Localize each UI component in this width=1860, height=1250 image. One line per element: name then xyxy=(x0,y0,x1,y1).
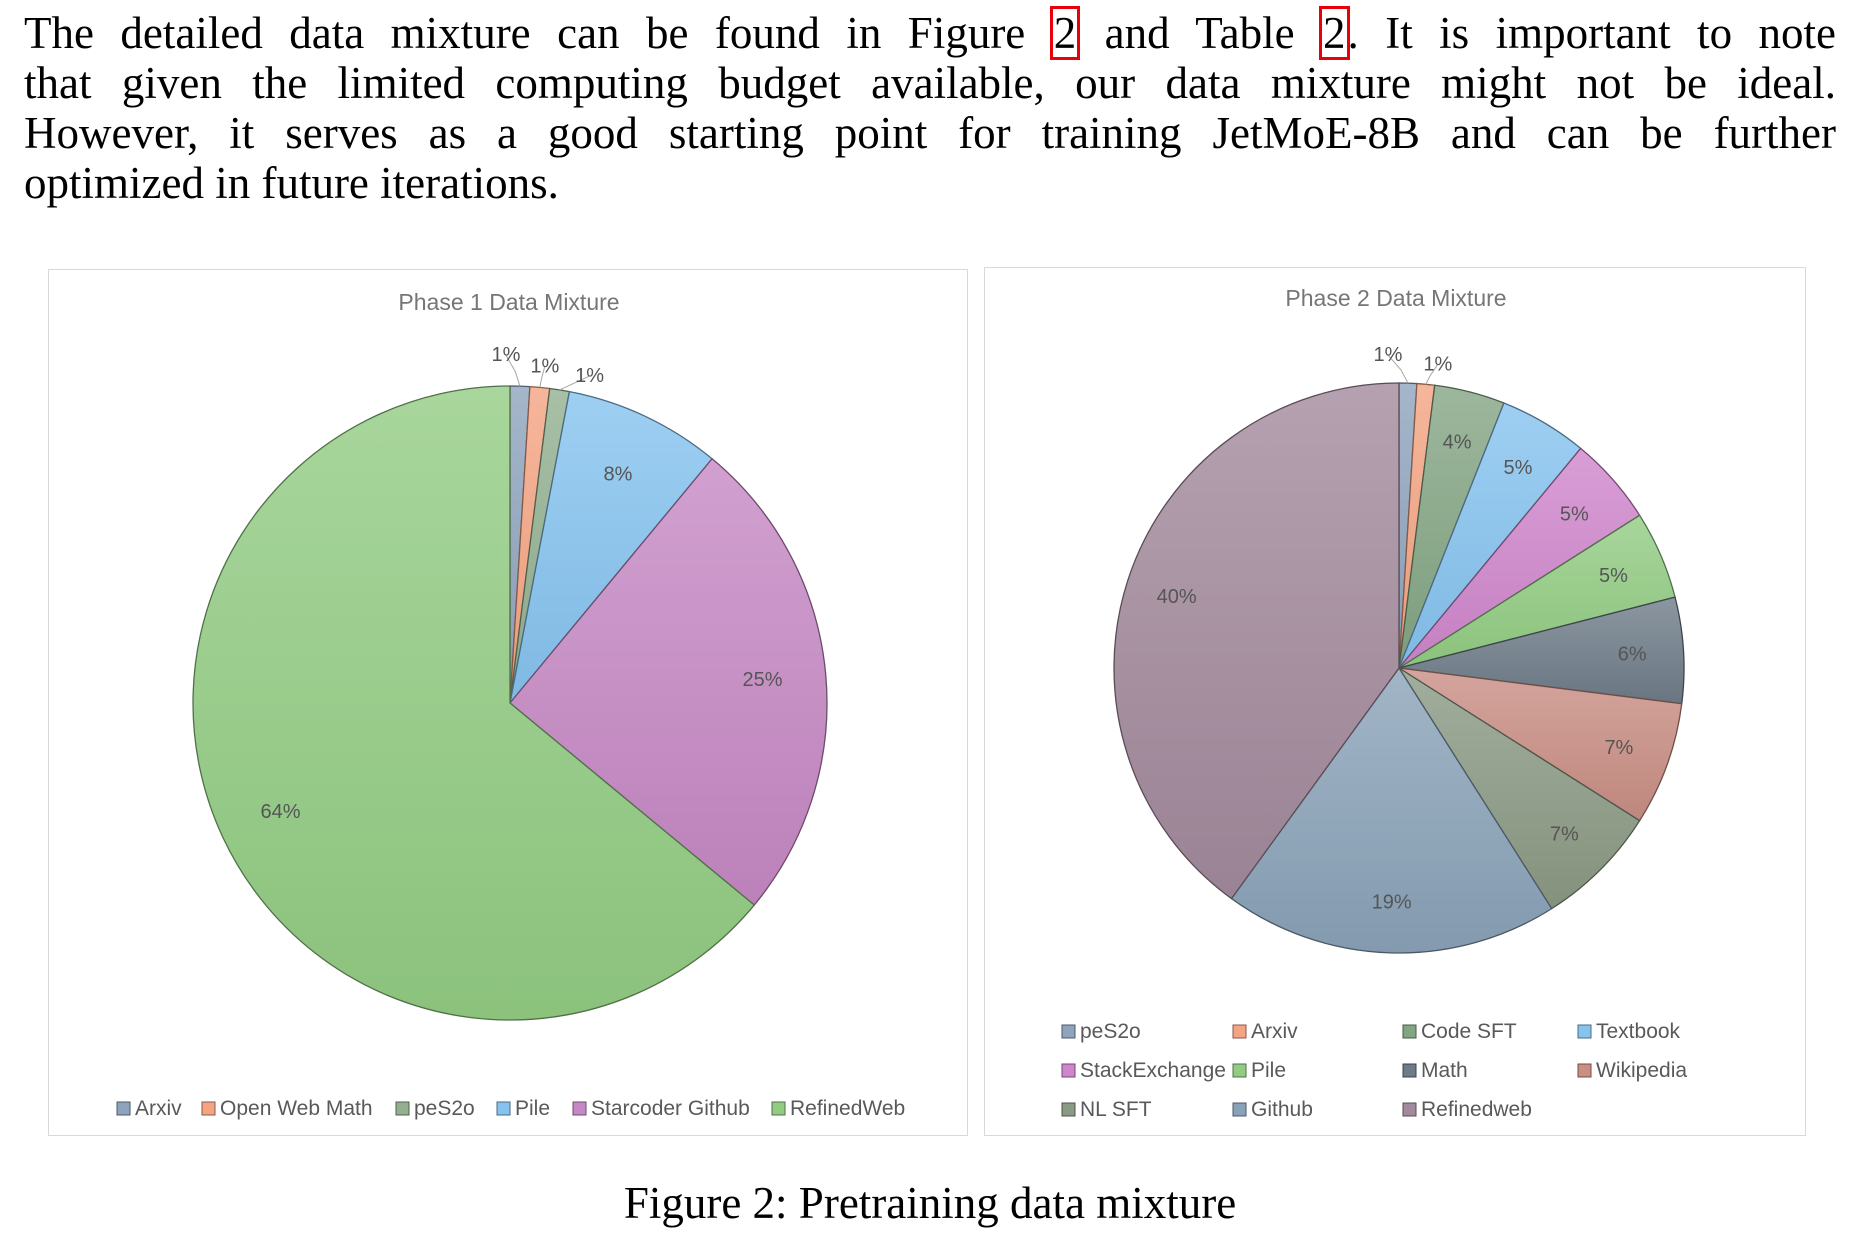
chart-title: Phase 2 Data Mixture xyxy=(1285,285,1506,311)
data-label-refinedweb: 64% xyxy=(260,801,300,823)
legend-label-arxiv: Arxiv xyxy=(1251,1020,1298,1043)
data-label-textbook: 5% xyxy=(1504,457,1533,479)
data-label-math: 6% xyxy=(1618,643,1647,665)
legend-swatch-arxiv xyxy=(116,1101,131,1116)
legend-swatch-refinedweb xyxy=(1402,1102,1417,1117)
pie-slice-wikipedia xyxy=(1398,667,1683,822)
legend-swatch-pile xyxy=(496,1101,511,1116)
paragraph-line-4: optimized in future iterations. xyxy=(24,158,559,208)
data-label-open-web-math: 1% xyxy=(530,355,559,377)
phase2-pie-chart: Phase 2 Data Mixture 1% 1% 4% 5% 5% 5% 6% 7% 7% 1… xyxy=(1061,285,1687,1121)
leader-line xyxy=(559,375,590,391)
legend-swatch-starcoder-github xyxy=(572,1101,587,1116)
legend-label-pile: Pile xyxy=(1251,1059,1286,1082)
legend-label-refinedweb: RefinedWeb xyxy=(790,1097,905,1120)
text-segment: The detailed data mixture can be found i… xyxy=(24,8,1052,58)
data-label-wikipedia: 7% xyxy=(1604,737,1633,759)
legend-swatch-pes2o xyxy=(1061,1024,1076,1039)
legend-swatch-textbook xyxy=(1577,1024,1592,1039)
paragraph-line-3: However, it serves as a good starting po… xyxy=(24,108,1836,158)
data-label-pes2o: 1% xyxy=(575,365,604,387)
figure-caption: Figure 2: Pretraining data mixture xyxy=(623,1178,1237,1228)
legend-swatch-pile xyxy=(1232,1063,1247,1078)
legend-label-wikipedia: Wikipedia xyxy=(1596,1059,1687,1082)
legend-label-arxiv: Arxiv xyxy=(135,1097,182,1120)
data-label-pile: 8% xyxy=(604,464,633,486)
phase2-chart-panel: Phase 2 Data Mixture 1% 1% 4% 5% 5% 5% 6% 7% 7% 1… xyxy=(984,267,1806,1136)
legend-swatch-wikipedia xyxy=(1577,1063,1592,1078)
legend-swatch-math xyxy=(1402,1063,1417,1078)
legend-swatch-open-web-math xyxy=(201,1101,216,1116)
paragraph-line-1: The detailed data mixture can be found i… xyxy=(24,6,1836,60)
text-segment: and Table xyxy=(1078,8,1322,58)
data-label-starcoder-github: 25% xyxy=(742,669,782,691)
pie-slice-refinedweb xyxy=(1113,382,1400,900)
legend-swatch-code-sft xyxy=(1402,1024,1417,1039)
legend-label-pes2o: peS2o xyxy=(414,1097,475,1120)
paragraph-line-2: that given the limited computing budget … xyxy=(24,58,1836,108)
text-segment: . It is important to note xyxy=(1347,8,1836,58)
table-reference-link[interactable]: 2 xyxy=(1319,6,1350,60)
chart-title: Phase 1 Data Mixture xyxy=(398,289,619,315)
pie-slice-starcoder-github xyxy=(509,457,828,906)
legend-swatch-nl-sft xyxy=(1061,1102,1076,1117)
legend-label-github: Github xyxy=(1251,1098,1313,1121)
leader-line xyxy=(539,366,546,388)
data-label-github: 19% xyxy=(1372,892,1412,914)
leader-line xyxy=(505,354,521,387)
pie-slice-nl-sft xyxy=(1398,667,1641,910)
data-label-arxiv: 1% xyxy=(1423,353,1452,375)
legend-label-stackexchange: StackExchange xyxy=(1080,1059,1226,1082)
legend-swatch-github xyxy=(1232,1102,1247,1117)
pie-slice-pile xyxy=(509,390,713,704)
data-label-nl-sft: 7% xyxy=(1550,823,1579,845)
legend-label-open-web-math: Open Web Math xyxy=(220,1097,373,1120)
data-label-stackexchange: 5% xyxy=(1560,504,1589,526)
legend-label-math: Math xyxy=(1421,1059,1468,1082)
legend-label-starcoder-github: Starcoder Github xyxy=(591,1097,750,1120)
pie-slice-refinedweb xyxy=(192,385,756,1021)
pie-slice-github xyxy=(1230,666,1553,954)
legend-swatch-arxiv xyxy=(1232,1024,1247,1039)
figure-reference-link[interactable]: 2 xyxy=(1049,6,1081,60)
data-label-code-sft: 4% xyxy=(1443,432,1472,454)
data-label-pes2o: 1% xyxy=(1374,344,1403,366)
body-paragraph: The detailed data mixture can be found i… xyxy=(24,6,1836,208)
data-label-refinedweb: 40% xyxy=(1157,586,1197,608)
data-label-arxiv: 1% xyxy=(492,344,521,366)
phase1-chart-panel: Phase 1 Data Mixture 1% 1% 1% 8% 25% 64% Arxiv… xyxy=(48,269,968,1136)
data-label-pile: 5% xyxy=(1599,565,1628,587)
leader-line xyxy=(1425,364,1439,385)
legend-label-nl-sft: NL SFT xyxy=(1080,1098,1152,1121)
legend-label-pile: Pile xyxy=(515,1097,550,1120)
phase1-pie-chart: Phase 1 Data Mixture 1% 1% 1% 8% 25% 64% Arxiv… xyxy=(116,289,905,1120)
legend-label-textbook: Textbook xyxy=(1596,1020,1681,1043)
legend-swatch-pes2o xyxy=(395,1101,410,1116)
legend-swatch-stackexchange xyxy=(1061,1063,1076,1078)
legend-label-refinedweb: Refinedweb xyxy=(1421,1098,1532,1121)
legend-swatch-refinedweb xyxy=(771,1101,786,1116)
leader-line xyxy=(1387,354,1409,384)
legend-label-code-sft: Code SFT xyxy=(1421,1020,1517,1043)
legend-label-pes2o: peS2o xyxy=(1080,1020,1141,1043)
